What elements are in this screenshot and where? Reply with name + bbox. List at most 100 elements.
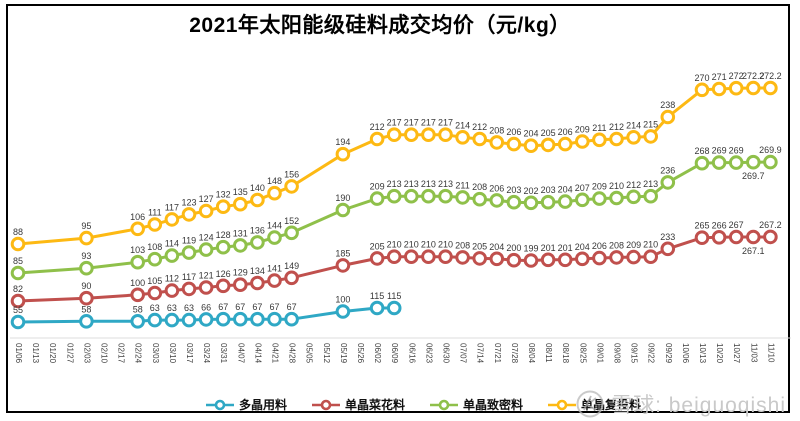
x-axis-labels: 01/06 01/13 01/20 01/27 02/03 02/10 02/17 02/24… [14, 343, 775, 364]
svg-text:211: 211 [455, 180, 469, 190]
svg-text:215: 215 [643, 119, 658, 129]
svg-text:04/14: 04/14 [253, 343, 262, 364]
svg-text:124: 124 [199, 233, 214, 243]
svg-text:206: 206 [558, 127, 573, 137]
svg-text:04/28: 04/28 [288, 343, 297, 364]
svg-text:209: 209 [575, 125, 590, 135]
svg-text:201: 201 [541, 243, 556, 253]
series-line-3 [10, 80, 778, 252]
svg-text:217: 217 [421, 118, 436, 128]
series-line-0 [10, 300, 402, 330]
chart-frame [6, 4, 790, 413]
svg-text:05/19: 05/19 [339, 343, 348, 364]
svg-text:58: 58 [81, 304, 91, 314]
svg-text:67: 67 [287, 302, 297, 312]
xueqiu-logo-icon [576, 390, 604, 418]
svg-text:112: 112 [165, 274, 179, 284]
svg-text:01/27: 01/27 [65, 343, 74, 364]
svg-text:105: 105 [147, 276, 162, 286]
svg-text:03/10: 03/10 [168, 343, 177, 364]
svg-text:204: 204 [558, 185, 573, 195]
svg-text:141: 141 [267, 264, 282, 274]
svg-text:05/12: 05/12 [322, 343, 331, 364]
svg-text:268: 268 [694, 146, 709, 156]
svg-text:09/15: 09/15 [630, 343, 639, 364]
svg-text:267.2: 267.2 [759, 220, 782, 230]
svg-text:114: 114 [165, 239, 179, 249]
svg-text:210: 210 [404, 240, 419, 250]
chart-title: 2021年太阳能级硅料成交均价（元/kg） [189, 14, 571, 37]
svg-text:266: 266 [712, 220, 727, 230]
series-data-labels-0: 55 58 58 63 63 63 66 67 67 67 67 67 100 115 115 [13, 291, 401, 315]
svg-text:88: 88 [13, 227, 23, 237]
legend-item-refeed: 单晶复投料 [547, 396, 641, 413]
svg-text:63: 63 [184, 303, 194, 313]
svg-text:132: 132 [216, 190, 231, 200]
svg-text:09/08: 09/08 [613, 343, 622, 364]
svg-text:100: 100 [335, 295, 350, 305]
series-line-2 [10, 154, 778, 281]
svg-text:10/27: 10/27 [732, 343, 741, 364]
svg-text:10/13: 10/13 [698, 343, 707, 364]
svg-text:04/21: 04/21 [271, 343, 280, 364]
svg-text:210: 210 [387, 240, 402, 250]
svg-text:213: 213 [438, 179, 453, 189]
legend-label-polysilicon: 多晶用料 [239, 398, 288, 412]
svg-text:103: 103 [130, 245, 145, 255]
svg-text:117: 117 [165, 202, 179, 212]
svg-text:117: 117 [182, 272, 196, 282]
svg-text:270: 270 [694, 73, 709, 83]
svg-text:212: 212 [370, 122, 385, 132]
svg-text:233: 233 [660, 232, 675, 242]
svg-text:02/24: 02/24 [134, 343, 143, 364]
svg-text:204: 204 [575, 242, 590, 252]
svg-text:85: 85 [13, 256, 23, 266]
svg-text:156: 156 [284, 169, 299, 179]
svg-text:205: 205 [370, 241, 385, 251]
svg-text:202: 202 [523, 186, 538, 196]
svg-text:05/05: 05/05 [305, 343, 314, 364]
svg-text:134: 134 [250, 266, 265, 276]
svg-text:121: 121 [199, 271, 214, 281]
svg-text:67: 67 [235, 302, 245, 312]
svg-text:100: 100 [130, 278, 145, 288]
svg-text:206: 206 [506, 127, 521, 137]
svg-text:267: 267 [729, 220, 744, 230]
svg-text:03/31: 03/31 [219, 343, 228, 364]
svg-text:207: 207 [575, 183, 590, 193]
svg-text:208: 208 [489, 125, 504, 135]
svg-text:03/03: 03/03 [151, 343, 160, 364]
svg-text:206: 206 [489, 183, 504, 193]
svg-text:93: 93 [81, 251, 91, 261]
svg-text:194: 194 [335, 137, 350, 147]
svg-text:136: 136 [250, 225, 265, 235]
svg-text:95: 95 [81, 221, 91, 231]
svg-text:63: 63 [150, 303, 160, 313]
legend-marker-icon-polysilicon [206, 399, 234, 410]
svg-text:209: 209 [626, 240, 641, 250]
svg-text:203: 203 [506, 185, 521, 195]
svg-text:200: 200 [506, 243, 521, 253]
svg-text:204: 204 [489, 242, 504, 252]
legend-label-cauliflower: 单晶菜花料 [345, 398, 406, 412]
svg-text:272.2: 272.2 [759, 71, 782, 81]
legend-item-polysilicon: 多晶用料 [205, 396, 287, 413]
svg-text:217: 217 [438, 118, 453, 128]
svg-text:214: 214 [455, 120, 470, 130]
svg-text:06/23: 06/23 [424, 343, 433, 364]
svg-text:07/28: 07/28 [510, 343, 519, 364]
svg-text:269.9: 269.9 [759, 145, 782, 155]
legend-item-cauliflower: 单晶菜花料 [311, 396, 405, 413]
svg-text:67: 67 [218, 302, 228, 312]
svg-text:238: 238 [660, 100, 675, 110]
svg-text:269: 269 [712, 146, 727, 156]
svg-text:212: 212 [626, 180, 641, 190]
svg-text:185: 185 [335, 248, 350, 258]
svg-text:11/10: 11/10 [766, 343, 775, 363]
svg-text:144: 144 [267, 221, 282, 231]
watermark-text: 雪球: beiguoqishi [611, 394, 786, 417]
legend-label-refeed: 单晶复投料 [581, 398, 642, 412]
svg-text:66: 66 [201, 302, 211, 312]
